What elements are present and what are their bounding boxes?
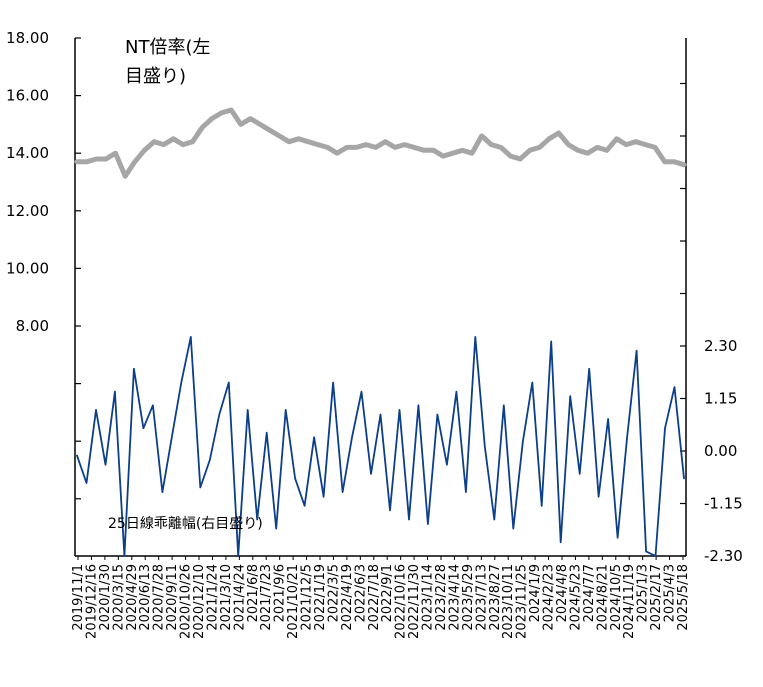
x-tick-label: 2024/4/8 bbox=[555, 564, 570, 622]
x-tick-label: 2020/7/28 bbox=[152, 564, 167, 631]
x-tick-label: 2023/8/27 bbox=[488, 564, 503, 631]
x-tick-label: 2020/4/29 bbox=[125, 564, 140, 631]
nt-ratio-annotation-line1: NT倍率(左 bbox=[125, 37, 210, 58]
x-tick-label: 2023/7/13 bbox=[474, 564, 489, 631]
x-tick-label: 2019/12/16 bbox=[84, 564, 99, 639]
right-tick-label: 2.30 bbox=[704, 337, 737, 355]
left-tick-label: 14.00 bbox=[6, 144, 49, 162]
x-tick-label: 2022/6/3 bbox=[353, 564, 368, 622]
x-tick-label: 2022/1/19 bbox=[313, 564, 328, 631]
left-tick-label: 12.00 bbox=[6, 202, 49, 220]
x-tick-label: 2024/10/5 bbox=[609, 564, 624, 631]
x-tick-label: 2025/1/3 bbox=[636, 564, 651, 622]
left-tick-label: 8.00 bbox=[16, 317, 49, 335]
x-tick-label: 2022/11/30 bbox=[407, 564, 422, 639]
x-tick-label: 2024/1/9 bbox=[528, 564, 543, 622]
deviation-annotation: 25日線乖離幅(右目盛り) bbox=[108, 515, 263, 532]
x-tick-label: 2022/9/1 bbox=[380, 564, 395, 622]
left-tick-label: 10.00 bbox=[6, 259, 49, 277]
x-tick-label: 2022/3/5 bbox=[326, 564, 341, 622]
x-tick-label: 2020/10/26 bbox=[179, 564, 194, 639]
x-tick-label: 2024/11/19 bbox=[622, 564, 637, 639]
x-tick-label: 2022/7/18 bbox=[367, 564, 382, 631]
x-tick-label: 2021/10/21 bbox=[286, 564, 301, 639]
right-tick-label: 1.15 bbox=[704, 390, 737, 408]
x-tick-label: 2025/4/3 bbox=[663, 564, 678, 622]
x-tick-label: 2021/3/10 bbox=[219, 564, 234, 631]
deviation-series-line bbox=[76, 335, 685, 557]
x-tick-label: 2020/6/13 bbox=[138, 564, 153, 631]
left-tick-label: 18.00 bbox=[6, 29, 49, 47]
left-tick-label: 16.00 bbox=[6, 87, 49, 105]
right-tick-label: 0.00 bbox=[704, 442, 737, 460]
left-axis-ticks: 18.00 16.00 14.00 12.00 10.00 8.00 bbox=[6, 29, 81, 500]
x-tick-label: 2023/1/14 bbox=[421, 564, 436, 631]
x-tick-label: 2023/4/14 bbox=[447, 564, 462, 631]
axes bbox=[74, 38, 687, 557]
series-layer bbox=[74, 107, 687, 557]
x-tick-label: 2019/11/1 bbox=[71, 564, 86, 631]
nt-ratio-annotation: NT倍率(左 目盛り) bbox=[125, 37, 210, 87]
x-tick-label: 2022/4/19 bbox=[340, 564, 355, 631]
x-tick-label: 2021/4/24 bbox=[232, 564, 247, 631]
x-tick-label: 2025/5/18 bbox=[676, 564, 691, 631]
x-tick-label: 2021/12/5 bbox=[300, 564, 315, 631]
x-tick-label: 2021/9/6 bbox=[273, 564, 288, 622]
x-tick-label: 2023/2/28 bbox=[434, 564, 449, 631]
x-tick-label: 2023/11/25 bbox=[515, 564, 530, 639]
right-tick-label: -1.15 bbox=[704, 495, 743, 513]
x-axis-ticks: 2019/11/12019/12/162020/1/302020/3/15202… bbox=[71, 556, 691, 639]
x-tick-label: 2024/5/23 bbox=[568, 564, 583, 631]
x-tick-label: 2025/2/17 bbox=[649, 564, 664, 631]
x-tick-label: 2021/7/23 bbox=[259, 564, 274, 631]
right-tick-label: -2.30 bbox=[704, 547, 743, 565]
x-tick-label: 2020/3/15 bbox=[111, 564, 126, 631]
x-tick-label: 2023/10/11 bbox=[501, 564, 516, 639]
x-tick-label: 2021/1/24 bbox=[205, 564, 220, 631]
x-tick-label: 2020/9/11 bbox=[165, 564, 180, 631]
x-tick-label: 2024/2/23 bbox=[542, 564, 557, 631]
nt-ratio-series-line bbox=[74, 107, 687, 179]
x-tick-label: 2023/5/29 bbox=[461, 564, 476, 631]
x-tick-label: 2024/7/7 bbox=[582, 564, 597, 622]
x-tick-label: 2020/12/10 bbox=[192, 564, 207, 639]
x-tick-label: 2024/8/21 bbox=[595, 564, 610, 631]
nt-ratio-annotation-line2: 目盛り) bbox=[125, 66, 186, 87]
x-tick-label: 2022/10/16 bbox=[394, 564, 409, 639]
x-tick-label: 2021/6/8 bbox=[246, 564, 261, 622]
right-axis-ticks: 2.30 1.15 0.00 -1.15 -2.30 bbox=[680, 82, 743, 565]
x-tick-label: 2020/1/30 bbox=[98, 564, 113, 631]
